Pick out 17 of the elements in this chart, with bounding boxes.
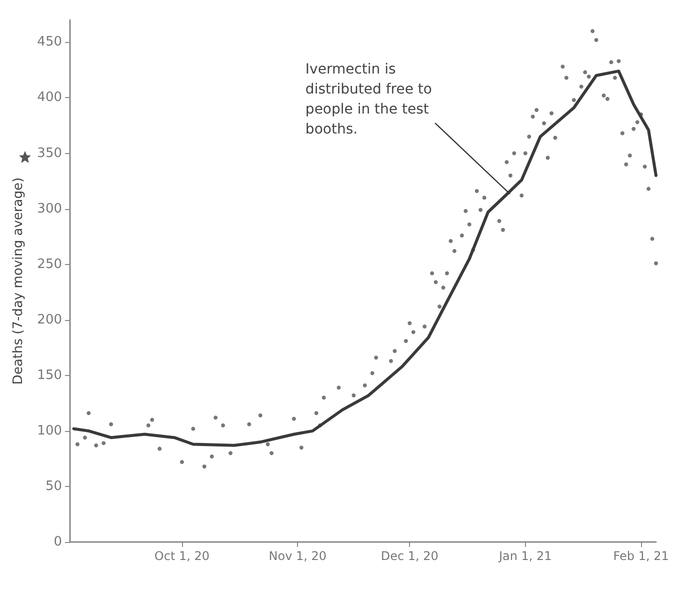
y-tick-label: 0 <box>54 534 62 550</box>
y-tick-label: 100 <box>37 423 62 438</box>
y-tick-label: 300 <box>37 201 62 216</box>
y-tick-label: 150 <box>37 368 62 383</box>
x-tick-label: Oct 1, 20 <box>154 549 210 563</box>
x-tick-label: Feb 1, 21 <box>613 549 669 563</box>
y-tick-label: 50 <box>45 478 62 494</box>
y-tick-label: 250 <box>37 256 62 272</box>
x-tick-label: Nov 1, 20 <box>268 549 327 563</box>
y-tick-label: 450 <box>37 34 62 50</box>
x-tick-label: Jan 1, 21 <box>498 549 552 563</box>
annotation: Ivermectin is distributed free to people in the test booths. <box>305 61 432 138</box>
y-axis-title: Deaths (7-day moving average) <box>11 177 26 385</box>
x-tick-label: Dec 1, 20 <box>380 549 438 563</box>
y-tick-label: 200 <box>37 312 62 328</box>
y-tick-label: 350 <box>37 146 62 161</box>
y-tick-label: 400 <box>37 90 62 106</box>
